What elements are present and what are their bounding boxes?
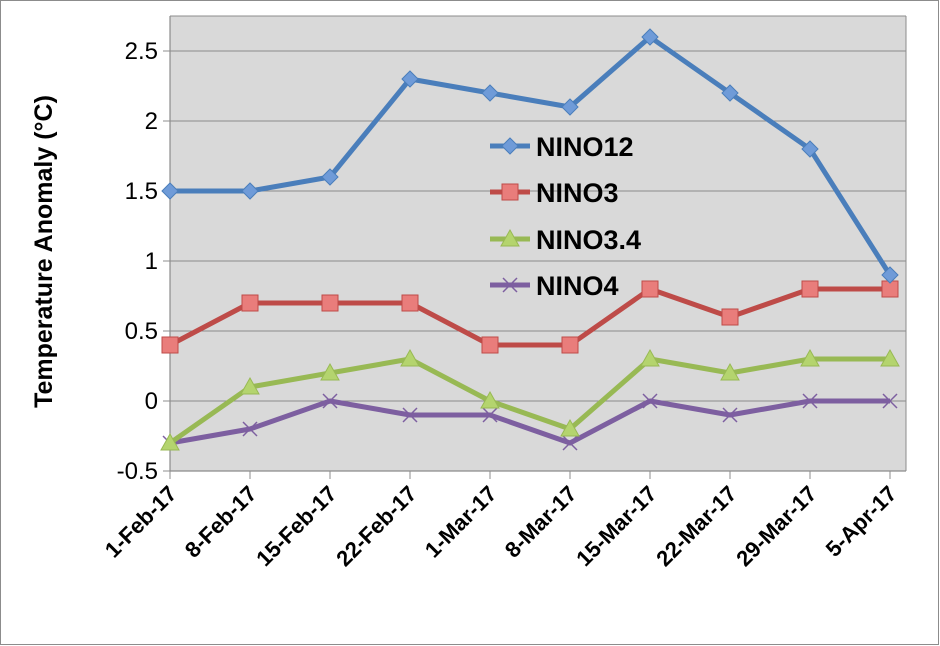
legend-item-nino4: NINO4 — [490, 271, 619, 301]
point-nino3-4 — [720, 362, 740, 381]
point-nino3-4 — [240, 376, 260, 395]
point-nino4 — [402, 407, 418, 423]
plot-area — [170, 16, 906, 471]
series-line-nino3 — [168, 286, 890, 348]
gridlines — [170, 15, 906, 472]
legend-label: NINO12 — [536, 132, 634, 162]
y-tick-label: 2.5 — [125, 38, 158, 65]
point-nino3-4 — [320, 362, 340, 381]
series-line-nino3-4 — [168, 356, 890, 446]
point-nino3-4 — [800, 348, 820, 367]
point-nino3-4 — [160, 432, 180, 451]
marker-stroke — [402, 407, 418, 423]
point-nino12 — [561, 98, 579, 116]
point-nino4 — [802, 393, 818, 409]
series-group — [160, 28, 900, 451]
point-nino3-4 — [880, 348, 900, 367]
legend-marker — [501, 183, 519, 201]
y-tick-label: 2 — [145, 108, 158, 135]
series-nino3 — [161, 280, 899, 354]
legend-marker — [501, 137, 519, 155]
marker-stroke — [802, 393, 818, 409]
legend-marker — [500, 228, 520, 247]
y-tick-label: -0.5 — [117, 458, 158, 485]
point-nino4 — [322, 393, 338, 409]
marker-stroke — [642, 393, 658, 409]
legend-label: NINO4 — [536, 271, 619, 301]
point-nino3 — [641, 280, 659, 298]
marker-stroke — [562, 435, 578, 451]
point-nino3 — [801, 280, 819, 298]
point-nino3 — [321, 294, 339, 312]
point-nino12 — [641, 28, 659, 46]
point-nino4 — [642, 393, 658, 409]
marker-stroke — [882, 393, 898, 409]
point-nino3 — [561, 336, 579, 354]
point-nino12 — [321, 168, 339, 186]
point-nino3 — [721, 308, 739, 326]
point-nino3-4 — [400, 348, 420, 367]
series-nino3-4 — [160, 348, 900, 451]
legend-item-nino12: NINO12 — [490, 132, 634, 162]
y-tick-label: 0 — [145, 388, 158, 415]
y-tick-label: 1 — [145, 248, 158, 275]
point-nino3-4 — [480, 390, 500, 409]
y-axis-ticks: -0.5 0 0.5 1 1.5 2 2.5 — [117, 38, 170, 485]
point-nino4 — [242, 421, 258, 437]
marker-stroke — [322, 393, 338, 409]
point-nino12 — [801, 140, 819, 158]
legend-label: NINO3.4 — [536, 225, 641, 255]
axes — [169, 16, 907, 472]
marker-stroke — [502, 277, 518, 293]
point-nino3-4 — [560, 418, 580, 437]
point-nino3 — [481, 336, 499, 354]
legend-marker — [502, 277, 518, 293]
point-nino12 — [721, 84, 739, 102]
marker-stroke — [242, 421, 258, 437]
legend-item-nino3: NINO3 — [490, 178, 619, 208]
point-nino4 — [482, 407, 498, 423]
point-nino4 — [562, 435, 578, 451]
legend-label: NINO3 — [536, 178, 619, 208]
marker-stroke — [482, 407, 498, 423]
point-nino12 — [401, 70, 419, 88]
point-nino3-4 — [640, 348, 660, 367]
point-nino3 — [401, 294, 419, 312]
legend: NINO12 NINO3 NINO3.4 NINO4 — [490, 132, 641, 301]
y-tick-label: 1.5 — [125, 178, 158, 205]
point-nino12 — [161, 182, 179, 200]
point-nino12 — [881, 266, 899, 284]
point-nino4 — [882, 393, 898, 409]
point-nino4 — [722, 407, 738, 423]
series-line-nino12 — [170, 34, 893, 277]
legend-item-nino3-4: NINO3.4 — [490, 225, 641, 255]
series-line-nino4 — [169, 398, 890, 446]
point-nino3 — [241, 294, 259, 312]
point-nino12 — [481, 84, 499, 102]
marker-stroke — [722, 407, 738, 423]
y-tick-label: 0.5 — [125, 318, 158, 345]
point-nino3 — [161, 336, 179, 354]
y-axis-label: Temperature Anomaly (°C) — [30, 95, 58, 408]
series-nino12 — [161, 28, 899, 284]
point-nino12 — [241, 182, 259, 200]
